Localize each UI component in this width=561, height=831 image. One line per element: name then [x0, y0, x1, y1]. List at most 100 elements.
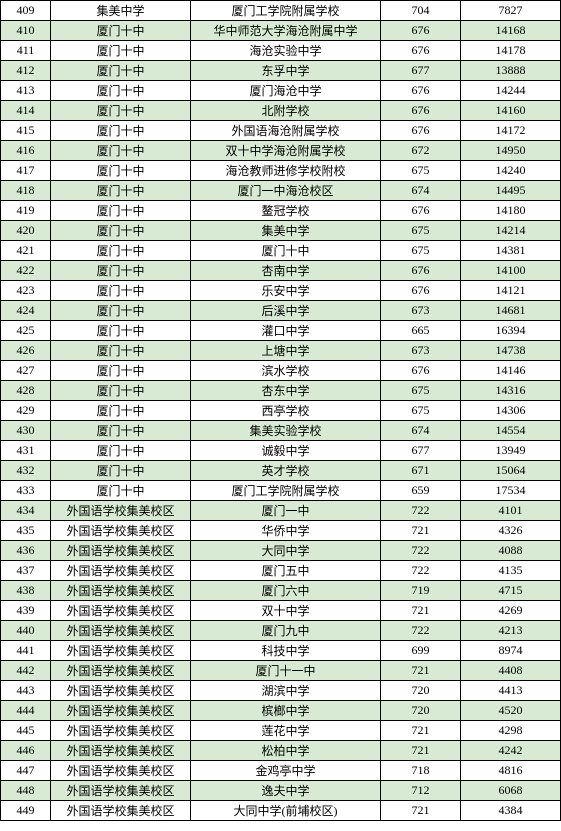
table-cell: 外国语学校集美校区 — [51, 701, 191, 721]
table-cell: 外国语学校集美校区 — [51, 641, 191, 661]
table-cell: 外国语学校集美校区 — [51, 581, 191, 601]
table-cell: 675 — [381, 381, 461, 401]
table-cell: 14495 — [461, 181, 561, 201]
table-cell: 677 — [381, 441, 461, 461]
table-cell: 672 — [381, 141, 461, 161]
table-cell: 439 — [1, 601, 51, 621]
table-cell: 集美实验学校 — [191, 421, 381, 441]
table-cell: 17534 — [461, 481, 561, 501]
table-cell: 16394 — [461, 321, 561, 341]
table-cell: 14244 — [461, 81, 561, 101]
table-cell: 675 — [381, 241, 461, 261]
table-cell: 外国语学校集美校区 — [51, 601, 191, 621]
table-cell: 665 — [381, 321, 461, 341]
table-row: 419厦门十中鳌冠学校67614180 — [1, 201, 561, 221]
table-cell: 14738 — [461, 341, 561, 361]
table-cell: 442 — [1, 661, 51, 681]
table-cell: 676 — [381, 361, 461, 381]
table-cell: 外国语学校集美校区 — [51, 621, 191, 641]
table-row: 429厦门十中西亭学校67514306 — [1, 401, 561, 421]
table-cell: 721 — [381, 601, 461, 621]
table-cell: 722 — [381, 561, 461, 581]
table-cell: 厦门十中 — [51, 241, 191, 261]
table-cell: 14168 — [461, 21, 561, 41]
table-cell: 722 — [381, 501, 461, 521]
table-row: 428厦门十中杏东中学67514316 — [1, 381, 561, 401]
table-cell: 718 — [381, 761, 461, 781]
table-cell: 厦门十一中 — [191, 661, 381, 681]
table-row: 433厦门十中厦门工学院附属学校65917534 — [1, 481, 561, 501]
table-cell: 438 — [1, 581, 51, 601]
table-row: 423厦门十中乐安中学67614121 — [1, 281, 561, 301]
table-cell: 外国语学校集美校区 — [51, 761, 191, 781]
table-row: 414厦门十中北附学校67614160 — [1, 101, 561, 121]
table-cell: 417 — [1, 161, 51, 181]
table-cell: 676 — [381, 281, 461, 301]
table-cell: 14100 — [461, 261, 561, 281]
table-cell: 8974 — [461, 641, 561, 661]
table-cell: 厦门十中 — [51, 341, 191, 361]
table-cell: 大同中学(前埔校区) — [191, 801, 381, 821]
table-cell: 14172 — [461, 121, 561, 141]
table-cell: 721 — [381, 721, 461, 741]
table-row: 426厦门十中上塘中学67314738 — [1, 341, 561, 361]
table-row: 447外国语学校集美校区金鸡亭中学7184816 — [1, 761, 561, 781]
table-cell: 厦门工学院附属学校 — [191, 481, 381, 501]
table-cell: 720 — [381, 681, 461, 701]
table-cell: 厦门十中 — [51, 141, 191, 161]
table-cell: 414 — [1, 101, 51, 121]
table-cell: 滨水学校 — [191, 361, 381, 381]
table-cell: 674 — [381, 421, 461, 441]
table-cell: 4135 — [461, 561, 561, 581]
table-cell: 厦门十中 — [51, 121, 191, 141]
table-cell: 712 — [381, 781, 461, 801]
table-cell: 719 — [381, 581, 461, 601]
table-cell: 426 — [1, 341, 51, 361]
table-row: 409集美中学厦门工学院附属学校7047827 — [1, 1, 561, 21]
table-cell: 槟榔中学 — [191, 701, 381, 721]
table-cell: 721 — [381, 521, 461, 541]
table-cell: 外国语学校集美校区 — [51, 541, 191, 561]
table-cell: 722 — [381, 621, 461, 641]
table-cell: 436 — [1, 541, 51, 561]
table-cell: 676 — [381, 81, 461, 101]
table-cell: 423 — [1, 281, 51, 301]
table-cell: 674 — [381, 181, 461, 201]
table-cell: 418 — [1, 181, 51, 201]
table-row: 442外国语学校集美校区厦门十一中7214408 — [1, 661, 561, 681]
table-cell: 13888 — [461, 61, 561, 81]
table-cell: 4384 — [461, 801, 561, 821]
table-cell: 671 — [381, 461, 461, 481]
table-cell: 4269 — [461, 601, 561, 621]
table-cell: 4326 — [461, 521, 561, 541]
table-cell: 722 — [381, 541, 461, 561]
table-cell: 14121 — [461, 281, 561, 301]
table-cell: 15064 — [461, 461, 561, 481]
table-cell: 厦门十中 — [51, 381, 191, 401]
table-row: 430厦门十中集美实验学校67414554 — [1, 421, 561, 441]
table-cell: 西亭学校 — [191, 401, 381, 421]
table-cell: 莲花中学 — [191, 721, 381, 741]
table-cell: 厦门十中 — [51, 61, 191, 81]
table-cell: 420 — [1, 221, 51, 241]
table-body: 409集美中学厦门工学院附属学校7047827410厦门十中华中师范大学海沧附属… — [1, 1, 561, 821]
table-cell: 厦门十中 — [51, 181, 191, 201]
table-row: 421厦门十中厦门十中67514381 — [1, 241, 561, 261]
table-cell: 华侨中学 — [191, 521, 381, 541]
table-cell: 外国语学校集美校区 — [51, 561, 191, 581]
table-row: 422厦门十中杏南中学67614100 — [1, 261, 561, 281]
table-row: 449外国语学校集美校区大同中学(前埔校区)7214384 — [1, 801, 561, 821]
table-cell: 14306 — [461, 401, 561, 421]
table-cell: 419 — [1, 201, 51, 221]
table-cell: 446 — [1, 741, 51, 761]
table-cell: 4298 — [461, 721, 561, 741]
table-cell: 厦门十中 — [51, 101, 191, 121]
table-cell: 7827 — [461, 1, 561, 21]
table-cell: 松柏中学 — [191, 741, 381, 761]
table-cell: 海沧实验中学 — [191, 41, 381, 61]
table-cell: 双十中学海沧附属学校 — [191, 141, 381, 161]
table-row: 434外国语学校集美校区厦门一中7224101 — [1, 501, 561, 521]
table-cell: 4242 — [461, 741, 561, 761]
table-cell: 灌口中学 — [191, 321, 381, 341]
table-cell: 乐安中学 — [191, 281, 381, 301]
